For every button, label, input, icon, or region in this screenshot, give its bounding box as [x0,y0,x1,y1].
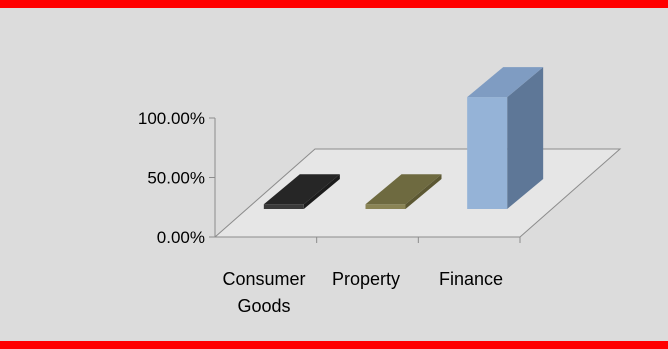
bar [467,97,508,209]
bar-top [467,67,544,98]
x-category-label-line: Property [332,269,400,289]
bar [365,204,406,209]
bar-side [303,174,340,209]
x-category-label-line: Goods [237,296,290,316]
y-tick-label: 100.00% [138,109,205,128]
x-category-label: Consumer Goods [222,269,305,316]
bar-side [507,67,544,209]
x-category-label-line: Finance [439,269,503,289]
y-tick-label: 0.00% [157,228,205,247]
y-tick-label: 50.00% [147,169,205,188]
bar-top [365,174,442,205]
bar-side [405,174,442,209]
x-category-label-line: Consumer [222,269,305,289]
top-accent-bar [0,0,668,8]
x-category-label: Property [332,269,400,289]
x-category-label: Finance [439,269,503,289]
bottom-accent-bar [0,341,668,349]
bar [263,204,304,209]
bar-top [263,174,340,205]
